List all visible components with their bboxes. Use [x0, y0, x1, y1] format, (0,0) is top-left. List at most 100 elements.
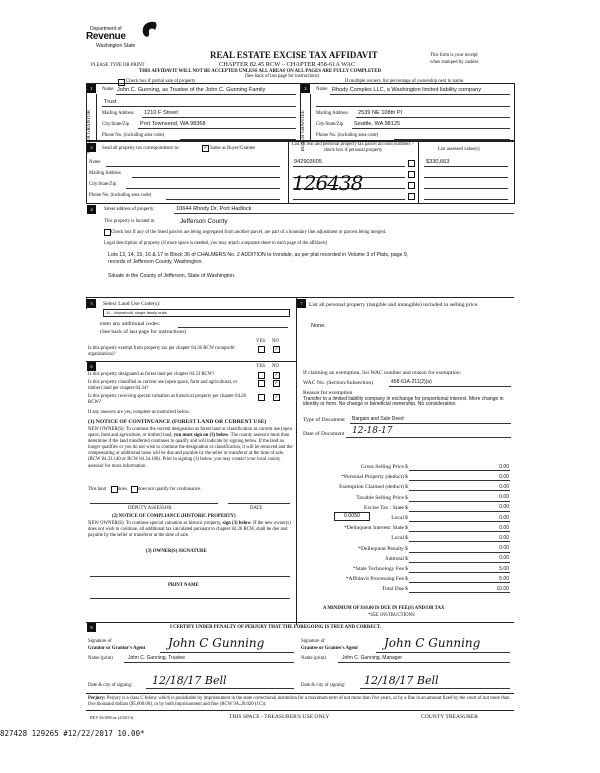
section-number-2: 2: [301, 84, 310, 93]
section-number-7: 7: [297, 299, 306, 308]
fee-line: [409, 592, 510, 594]
fee-value[interactable]: 0.00: [499, 494, 509, 501]
grantor-date[interactable]: 12/18/17 Bell: [152, 674, 227, 687]
personal-property-checkbox[interactable]: [408, 193, 415, 200]
logo-state: Washington State: [96, 43, 136, 49]
fee-value[interactable]: 0.00: [499, 555, 509, 562]
historic-yes-checkbox[interactable]: [258, 394, 265, 401]
land-use-select[interactable]: 11 - Household, single family units: [103, 309, 290, 317]
fee-value[interactable]: 5.00: [499, 565, 509, 572]
wac-number[interactable]: 458-61A-211(2)(a): [391, 379, 432, 385]
does-label: does.: [118, 487, 128, 492]
buyer-mailing[interactable]: 2539 NE 108th Pl: [358, 110, 402, 116]
currency-sign: $: [405, 494, 408, 501]
grantee-signature[interactable]: John C Gunning: [384, 636, 481, 650]
exempt-yes-checkbox[interactable]: [258, 346, 265, 353]
doc-type[interactable]: Bargain and Sale Deed: [352, 416, 404, 422]
fee-value[interactable]: 0.00: [499, 545, 509, 552]
fee-value[interactable]: 0.00: [499, 524, 509, 531]
fee-value[interactable]: 0.00: [499, 483, 509, 490]
fee-value[interactable]: 0.00: [499, 504, 509, 511]
fee-label: Exemption Claimed (deduct): [339, 484, 404, 491]
grantor-name[interactable]: John C. Gunning, Trustee: [128, 655, 185, 661]
fee-line: [409, 572, 510, 573]
street-address[interactable]: 10644 Rhody Dr, Port Hadlock: [176, 206, 252, 212]
forest-yes-checkbox[interactable]: [258, 372, 265, 379]
does-checkbox[interactable]: [111, 486, 118, 493]
no-header: NO: [272, 364, 279, 369]
personal-property-checkbox[interactable]: [408, 182, 415, 189]
currency-sign: $: [405, 515, 408, 521]
local-rate-field[interactable]: 0.0050: [334, 512, 370, 521]
seller-name-label: Name: [102, 87, 114, 92]
exemption-claim-label: If claiming an exemption, list WAC numbe…: [303, 370, 462, 376]
notice2-text-a: NEW OWNER(S): To continue special valuat…: [88, 521, 222, 526]
fee-label: Total Due: [381, 586, 404, 593]
assessed-header: List assessed value(s): [438, 147, 480, 152]
fee-value[interactable]: 0.00: [499, 514, 509, 521]
grantor-sig-label-2: Grantor or Grantor's Agent: [88, 646, 146, 651]
fee-value[interactable]: 0.00: [499, 534, 509, 541]
yes-header: YES: [256, 339, 266, 344]
notice2-title: (2) NOTICE OF COMPLIANCE (HISTORIC PROPE…: [112, 514, 236, 519]
fee-value[interactable]: 0.00: [499, 473, 509, 480]
grantor-signature[interactable]: John C Gunning: [168, 636, 265, 650]
if-yes-note: If any answers are yes, complete as inst…: [88, 410, 190, 415]
grantee-date[interactable]: 12/18/17 Bell: [364, 674, 439, 687]
forest-question: Is this property designated as forest la…: [88, 372, 215, 377]
current-use-yes-checkbox[interactable]: [258, 380, 265, 387]
buyer-name[interactable]: Rhody Complex LLC, a Washington limited …: [332, 87, 482, 93]
segregated-label: Check box if any of the listed parcels a…: [111, 230, 387, 235]
grantor-sig-label: Signature of: [88, 639, 112, 644]
same-as-buyer-checkbox[interactable]: ✓: [202, 145, 209, 152]
currency-sign: $: [405, 525, 408, 532]
seller-name[interactable]: John C. Gunning, as Trustee of the John …: [117, 87, 266, 93]
seller-city[interactable]: Port Townsend, WA 98368: [140, 121, 206, 127]
grantor-date-label: Date & city of signing:: [88, 683, 133, 688]
seller-mailing-label: Mailing Address: [102, 111, 134, 116]
same-as-buyer-label: Same as Buyer/Grantee: [210, 146, 256, 151]
print-name-label: PRINT NAME: [168, 583, 199, 588]
no-header: NO: [272, 339, 279, 344]
exempt-no-checkbox[interactable]: ✓: [273, 346, 280, 353]
doc-date[interactable]: 12-18-17: [352, 426, 393, 436]
notice2-text-b: . If the new owner(s) does not wish to c…: [88, 521, 291, 539]
buyer-city[interactable]: Seattle, WA 98125: [354, 121, 401, 127]
county[interactable]: Jefferson County: [180, 218, 228, 225]
treasurer-space-label: THIS SPACE - TREASURER'S USE ONLY: [229, 714, 330, 720]
partial-sale-label: Check box if partial sale of property: [126, 79, 196, 84]
fee-line: [409, 531, 510, 533]
section-number-3: 3: [87, 143, 96, 152]
forest-no-checkbox[interactable]: ✓: [273, 372, 280, 379]
personal-property-checkbox[interactable]: [408, 171, 415, 178]
currency-sign: $: [405, 586, 408, 593]
fee-label: Gross Selling Price: [360, 464, 404, 470]
buyer-phone-label: Phone No. (including area code): [316, 133, 379, 138]
does-not-checkbox[interactable]: [131, 486, 138, 493]
grantee-sig-label-2: Grantee or Grantee's Agent: [301, 646, 358, 651]
reason-label: Reason for exemption: [303, 390, 353, 396]
fee-label: *State Technology Fee: [352, 566, 404, 572]
fee-value[interactable]: 0.00: [499, 463, 509, 470]
seller-mailing[interactable]: 1210 F Street: [144, 110, 178, 116]
fee-value[interactable]: 5.00: [499, 575, 509, 582]
parcel-number[interactable]: 942903605: [294, 159, 322, 165]
current-use-no-checkbox[interactable]: ✓: [273, 380, 280, 387]
assessed-value[interactable]: $330,663: [426, 159, 450, 165]
fee-line: [409, 551, 510, 553]
personal-property-checkbox[interactable]: [408, 160, 415, 167]
additional-codes-label: enter any additional codes:: [100, 321, 161, 327]
buyer-mailing-label: Mailing Address: [316, 111, 348, 116]
fee-value[interactable]: 10.00: [496, 585, 509, 592]
personal-property-value[interactable]: None.: [311, 323, 326, 329]
grantee-name[interactable]: John C. Gunning, Manager: [342, 655, 403, 661]
form-revision: REV 84 0001ae (2/28/13): [90, 715, 134, 720]
historic-no-checkbox[interactable]: ✓: [273, 394, 280, 401]
seller-name-line2[interactable]: Trust: [104, 99, 117, 105]
section-number-4: 4: [87, 205, 96, 214]
exemption-reason[interactable]: Transfer to a limited liability company …: [303, 396, 504, 408]
doc-date-label: Date of Document: [303, 431, 345, 437]
section-number-5: 5: [87, 299, 96, 308]
partial-sale-checkbox[interactable]: [118, 79, 125, 86]
segregated-checkbox[interactable]: [104, 229, 111, 236]
